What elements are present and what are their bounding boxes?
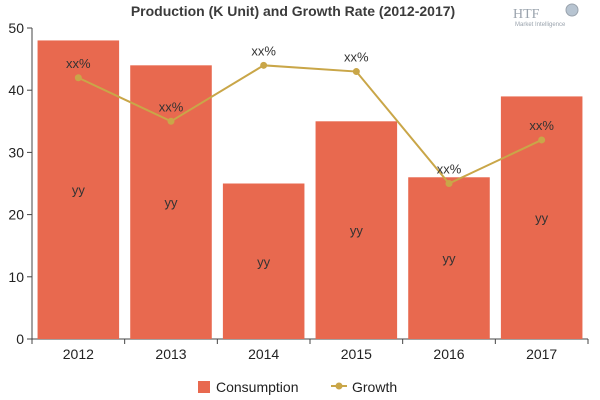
y-tick-label: 20: [8, 207, 24, 223]
logo-text: HTF: [513, 7, 540, 22]
line-data-labels: xx% xx% xx% xx% xx% xx%: [66, 43, 554, 176]
x-tick-label: 2015: [341, 346, 372, 362]
bar-data-label: yy: [443, 251, 457, 266]
growth-line: [77, 64, 543, 185]
legend: Consumption Growth: [198, 379, 397, 395]
y-tick-label: 0: [16, 331, 24, 347]
x-tick-label: 2016: [433, 346, 464, 362]
y-tick-label: 30: [8, 144, 24, 160]
growth-data-label: xx%: [251, 43, 276, 58]
y-tick-label: 10: [8, 269, 24, 285]
bar-data-label: yy: [535, 211, 549, 226]
brand-logo: HTF Market Intelligence: [513, 3, 579, 28]
line-series: [74, 61, 546, 187]
growth-point: [352, 68, 360, 76]
x-tick-label: 2017: [526, 346, 557, 362]
growth-data-label: xx%: [437, 162, 462, 177]
y-tick-label: 40: [8, 82, 24, 98]
bar-data-labels: yy yy yy yy yy yy: [72, 183, 549, 270]
bar-data-label: yy: [72, 183, 86, 198]
growth-point: [538, 136, 546, 144]
logo-subtext: Market Intelligence: [515, 22, 566, 28]
legend-label-growth: Growth: [352, 379, 397, 395]
bar: [222, 183, 305, 339]
axes: 0 10 20 30 40 50 2012 2013 2014 2015 2016 2017: [8, 20, 589, 362]
chart-title: Production (K Unit) and Growth Rate (201…: [131, 3, 455, 19]
bar: [130, 65, 212, 339]
x-tick-label: 2014: [248, 346, 279, 362]
growth-data-label: xx%: [344, 50, 369, 65]
growth-point: [445, 180, 453, 187]
legend-swatch-consumption: [198, 381, 210, 393]
growth-point: [260, 61, 268, 69]
growth-point: [74, 74, 82, 82]
bar: [315, 121, 398, 339]
bar-data-label: yy: [350, 223, 364, 238]
bar-data-label: yy: [257, 254, 271, 269]
growth-data-label: xx%: [529, 118, 554, 133]
x-tick-label: 2012: [63, 346, 94, 362]
bar-series: [37, 40, 583, 339]
y-tick-label: 50: [8, 20, 24, 36]
legend-label-consumption: Consumption: [216, 379, 299, 395]
legend-swatch-growth-marker: [335, 382, 343, 390]
growth-point: [167, 117, 175, 125]
bar: [408, 177, 490, 339]
growth-data-label: xx%: [66, 56, 91, 71]
bar-data-label: yy: [165, 195, 179, 210]
growth-data-label: xx%: [159, 99, 184, 114]
x-tick-label: 2013: [155, 346, 186, 362]
globe-icon: [565, 3, 579, 17]
